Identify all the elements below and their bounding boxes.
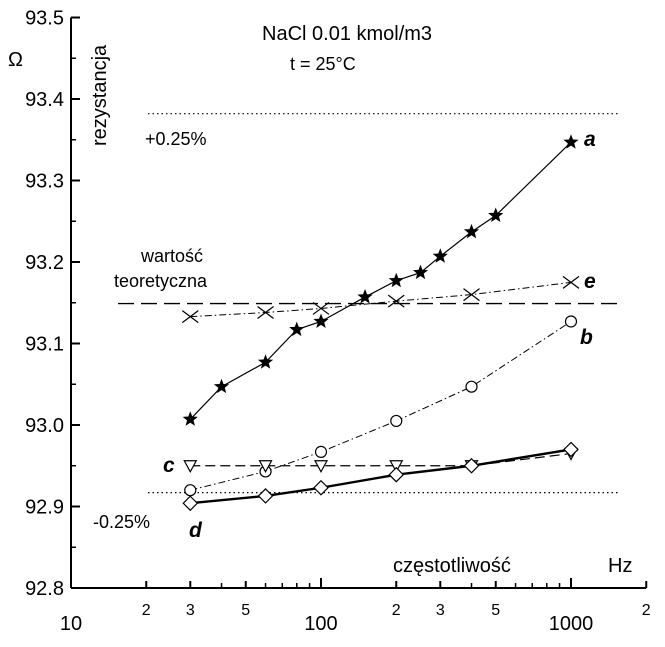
series-d-line <box>190 448 572 505</box>
chart-subtitle: t = 25°C <box>290 54 356 74</box>
series-a-label: a <box>584 128 596 151</box>
series-b-point <box>390 414 403 428</box>
series-a-point <box>313 313 329 328</box>
theoretical-label-line2: teoretyczna <box>114 271 208 291</box>
series-b-point <box>564 315 578 328</box>
series-a-point <box>289 321 305 337</box>
x-tick-label: 3 <box>186 602 195 619</box>
series-b-label: b <box>580 326 593 349</box>
x-tick-label: 3 <box>436 602 445 619</box>
series-c-point <box>258 460 273 474</box>
x-tick-label: 10 <box>60 613 82 635</box>
series-a-point <box>463 223 480 239</box>
series-c-point <box>313 460 329 474</box>
chart-title: NaCl 0.01 kmol/m3 <box>262 23 432 45</box>
series-e-point <box>312 301 330 315</box>
series-a-line <box>189 141 572 420</box>
series-c-line <box>190 452 572 467</box>
series-a-point <box>257 354 274 369</box>
x-tick-label: 2 <box>642 602 651 619</box>
y-tick-label: 93.1 <box>25 334 64 356</box>
series-d-point <box>257 488 274 504</box>
x-tick-label: 2 <box>392 602 401 619</box>
series-d-point <box>563 441 579 458</box>
x-tick-label: 5 <box>491 602 500 619</box>
series-a-point <box>182 411 198 426</box>
x-tick-label: 2 <box>142 602 151 619</box>
series-a-point <box>388 272 404 288</box>
series-e-line <box>190 281 572 318</box>
series-d-point <box>182 495 199 512</box>
lower-limit-label: -0.25% <box>93 512 150 532</box>
series-a-point <box>563 134 579 149</box>
series-b-point <box>184 484 197 497</box>
y-unit-label: Ω <box>8 49 23 71</box>
series-a-point <box>213 378 230 394</box>
series-e-point <box>562 275 580 289</box>
series-d-label: d <box>189 519 203 542</box>
y-tick-label: 92.9 <box>25 497 64 519</box>
series-b-line <box>190 321 572 491</box>
series-e-point <box>181 310 199 324</box>
series-b-point <box>465 380 478 393</box>
series-a-point <box>357 289 373 304</box>
upper-limit-label: +0.25% <box>145 129 207 149</box>
series-d-point <box>388 466 405 483</box>
y-tick-label: 93.3 <box>25 171 64 193</box>
series-e-point <box>463 288 480 302</box>
series-d-point <box>463 457 480 474</box>
y-tick-label: 93.5 <box>25 8 64 30</box>
series-d-point <box>313 479 329 496</box>
series-e-point <box>387 294 405 308</box>
x-tick-label: 5 <box>241 602 250 619</box>
series-b-point <box>314 445 328 458</box>
series-c-point <box>183 460 198 474</box>
y-tick-label: 92.8 <box>25 578 64 600</box>
y-tick-label: 93.2 <box>25 252 64 274</box>
y-axis-label: rezystancja <box>89 44 111 146</box>
theoretical-label-line1: wartość <box>140 246 203 266</box>
plot-layer: 92.8 92.9 93.0 93.1 93.2 93.3 93.4 93.5 10 2 3 5 100… <box>25 8 651 636</box>
y-tick-label: 93.4 <box>25 89 64 111</box>
x-tick-label: 100 <box>304 613 337 635</box>
x-axis-label: częstotliwość <box>393 555 511 577</box>
series-a-point <box>412 264 429 280</box>
series-c-label: c <box>163 454 175 477</box>
x-tick-label: 1000 <box>549 613 594 635</box>
series-e-label: e <box>584 270 596 293</box>
x-unit-label: Hz <box>608 555 632 577</box>
series-a-point <box>432 248 448 263</box>
series-e-point <box>257 306 274 320</box>
series-c-point <box>389 460 404 474</box>
y-tick-label: 93.0 <box>25 415 64 437</box>
series-a-point <box>488 207 504 223</box>
